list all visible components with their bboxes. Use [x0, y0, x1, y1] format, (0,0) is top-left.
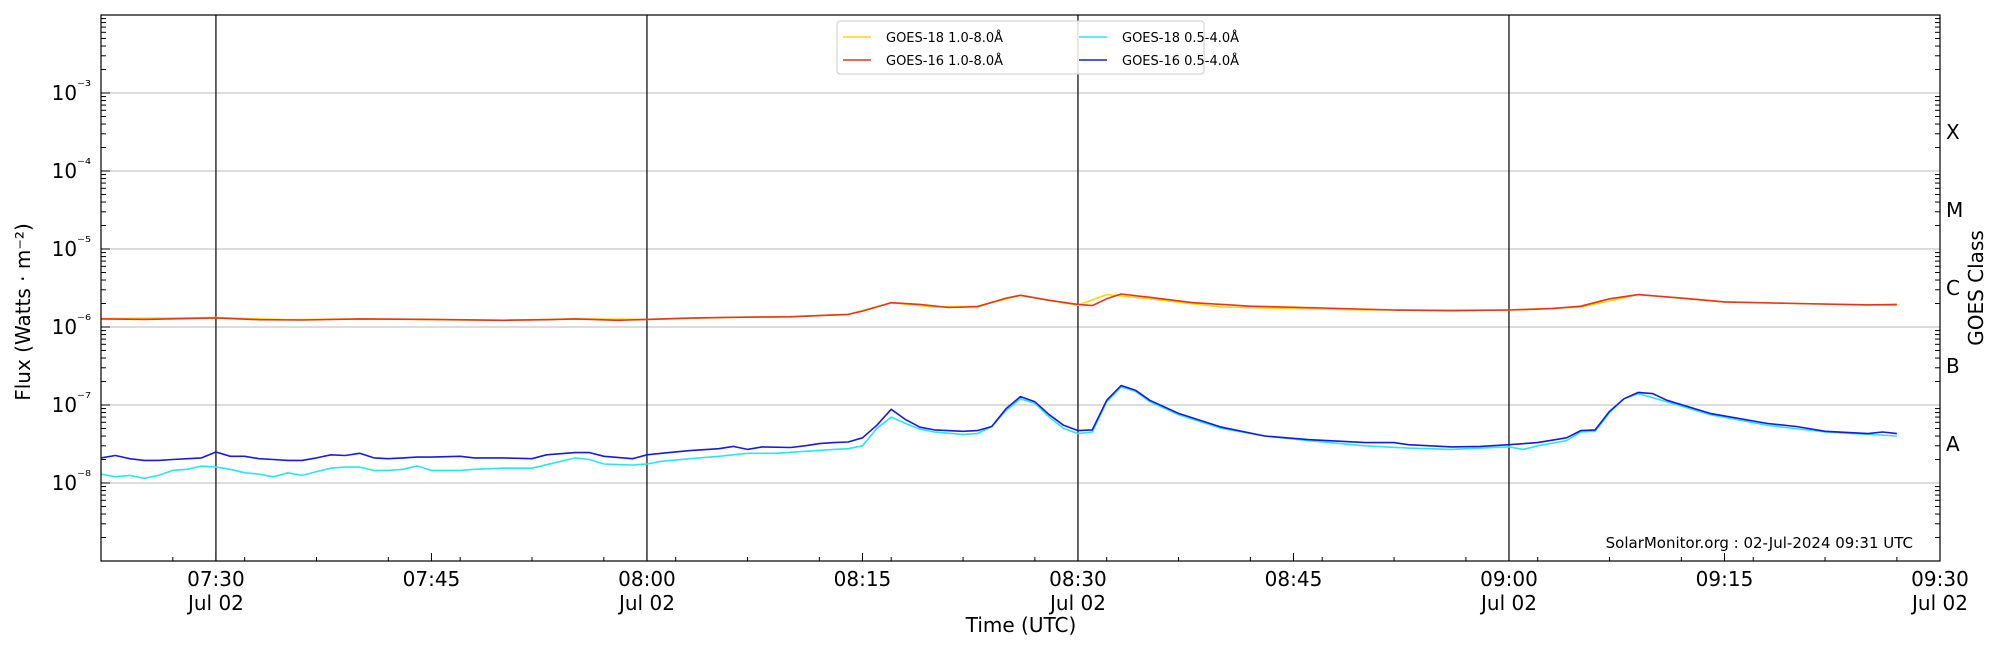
right-y-axis-label: GOES Class: [1964, 230, 1988, 346]
goes-class-label: X: [1946, 120, 1960, 144]
legend-box: [836, 20, 1205, 75]
series-line: [100, 293, 1897, 322]
x-tick-sublabel: Jul 02: [1048, 591, 1106, 615]
y-tick-label: 10⁻³: [52, 77, 91, 105]
x-tick-sublabel: Jul 02: [186, 591, 244, 615]
series-line: [100, 384, 1897, 462]
goes-class-label: A: [1946, 432, 1960, 456]
y-tick-label: 10⁻⁷: [52, 389, 91, 417]
plot-frame: [100, 14, 1941, 562]
x-tick-sublabel: Jul 02: [1479, 591, 1537, 615]
x-tick-label: 09:00: [1480, 567, 1538, 591]
x-axis-label: Time (UTC): [965, 613, 1077, 637]
y-tick-label: 10⁻⁶: [52, 311, 91, 339]
x-tick-label: 08:30: [1049, 567, 1107, 591]
y-axis-label: Flux (Watts · m⁻²): [11, 223, 35, 401]
x-tick-label: 07:45: [403, 567, 461, 591]
source-annotation: SolarMonitor.org : 02-Jul-2024 09:31 UTC: [1606, 534, 1913, 552]
legend-label: GOES-18 1.0-8.0Å: [886, 30, 1003, 46]
x-tick-label: 08:15: [834, 567, 892, 591]
series-line: [100, 293, 1897, 322]
y-tick-label: 10⁻⁴: [52, 155, 91, 183]
goes-class-label: C: [1946, 276, 1960, 300]
x-tick-label: 09:30: [1911, 567, 1969, 591]
x-tick-label: 07:30: [187, 567, 245, 591]
x-tick-sublabel: Jul 02: [617, 591, 675, 615]
legend-label: GOES-16 0.5-4.0Å: [1122, 53, 1239, 69]
y-tick-label: 10⁻⁵: [52, 233, 91, 261]
series-line: [100, 386, 1897, 480]
x-tick-label: 08:00: [618, 567, 676, 591]
goes-class-label: B: [1946, 354, 1960, 378]
y-tick-label: 10⁻⁸: [52, 467, 91, 495]
legend-label: GOES-16 1.0-8.0Å: [886, 53, 1003, 69]
x-tick-label: 09:15: [1696, 567, 1754, 591]
x-tick-sublabel: Jul 02: [1910, 591, 1968, 615]
legend-label: GOES-18 0.5-4.0Å: [1122, 30, 1239, 46]
goes-class-label: M: [1946, 198, 1963, 222]
x-tick-label: 08:45: [1265, 567, 1323, 591]
